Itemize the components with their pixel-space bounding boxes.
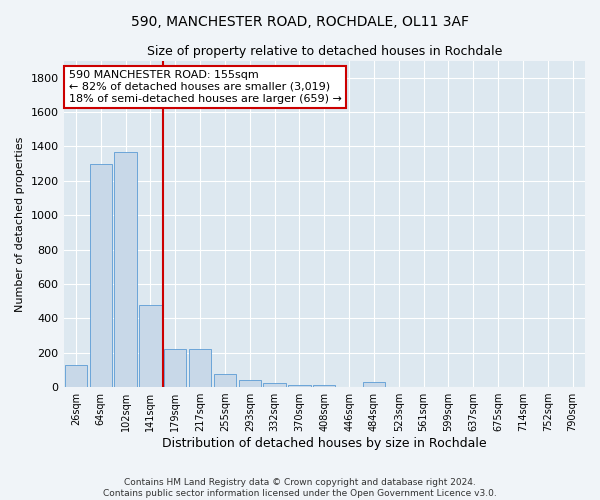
- Bar: [139, 304, 161, 387]
- Text: 590, MANCHESTER ROAD, ROCHDALE, OL11 3AF: 590, MANCHESTER ROAD, ROCHDALE, OL11 3AF: [131, 15, 469, 29]
- Bar: [313, 384, 335, 387]
- Text: 590 MANCHESTER ROAD: 155sqm
← 82% of detached houses are smaller (3,019)
18% of : 590 MANCHESTER ROAD: 155sqm ← 82% of det…: [69, 70, 341, 104]
- Bar: [189, 350, 211, 387]
- Bar: [239, 380, 261, 387]
- X-axis label: Distribution of detached houses by size in Rochdale: Distribution of detached houses by size …: [162, 437, 487, 450]
- Bar: [115, 152, 137, 387]
- Bar: [65, 364, 87, 387]
- Bar: [263, 383, 286, 387]
- Bar: [214, 374, 236, 387]
- Bar: [89, 164, 112, 387]
- Y-axis label: Number of detached properties: Number of detached properties: [15, 136, 25, 312]
- Title: Size of property relative to detached houses in Rochdale: Size of property relative to detached ho…: [146, 45, 502, 58]
- Bar: [288, 384, 311, 387]
- Bar: [164, 350, 187, 387]
- Bar: [363, 382, 385, 387]
- Text: Contains HM Land Registry data © Crown copyright and database right 2024.
Contai: Contains HM Land Registry data © Crown c…: [103, 478, 497, 498]
